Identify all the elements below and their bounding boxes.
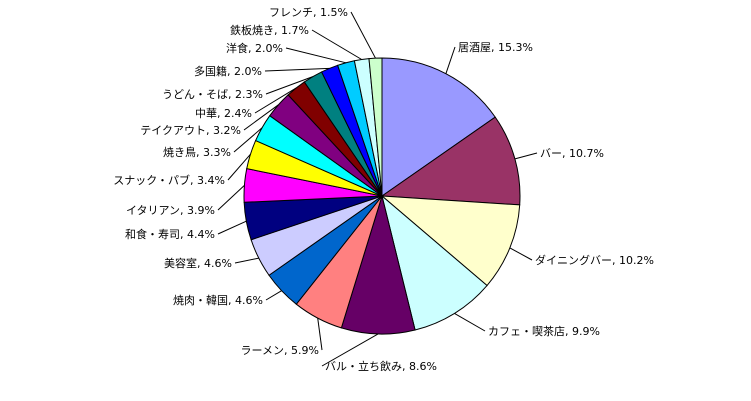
leader-line bbox=[445, 46, 456, 74]
leader-line bbox=[264, 67, 330, 72]
leader-line bbox=[514, 152, 538, 160]
leader-line bbox=[243, 104, 279, 131]
leader-line bbox=[265, 290, 282, 301]
data-label: 焼肉・韓国, 4.6% bbox=[173, 294, 263, 307]
leader-line bbox=[321, 333, 379, 367]
leader-line bbox=[509, 247, 533, 261]
data-label: うどん・そば, 2.3% bbox=[162, 88, 263, 101]
leader-line bbox=[317, 318, 323, 351]
pie-slice bbox=[380, 195, 521, 287]
data-label: フレンチ, 1.5% bbox=[269, 6, 348, 19]
data-label: バー, 10.7% bbox=[540, 147, 604, 160]
leader-line bbox=[265, 76, 313, 95]
data-label: 中華, 2.4% bbox=[195, 107, 252, 120]
data-label: ダイニングバー, 10.2% bbox=[535, 253, 654, 267]
data-label: カフェ・喫茶店, 9.9% bbox=[488, 324, 600, 338]
leader-line bbox=[350, 11, 376, 59]
data-labels: 居酒屋, 15.3% バー, 10.7% ダイニングバー, 10.2% カフェ・喫茶店… bbox=[113, 6, 654, 373]
leader-line bbox=[234, 257, 259, 264]
leader-lines bbox=[217, 11, 538, 367]
leader-line bbox=[454, 312, 486, 332]
pie-slice bbox=[381, 194, 488, 331]
data-label: バル・立ち飲み, 8.6% bbox=[325, 359, 437, 373]
leader-line bbox=[285, 47, 347, 64]
data-label: 洋食, 2.0% bbox=[226, 41, 283, 55]
data-label: 鉄板焼き, 1.7% bbox=[230, 23, 309, 37]
data-label: 和食・寿司, 4.4% bbox=[125, 227, 215, 241]
leader-line bbox=[227, 153, 251, 181]
data-label: 居酒屋, 15.3% bbox=[458, 41, 533, 54]
leader-line bbox=[233, 127, 263, 153]
pie-slices bbox=[243, 57, 521, 335]
leader-line bbox=[217, 220, 247, 235]
data-label: ラーメン, 5.9% bbox=[241, 344, 320, 357]
data-label: スナック・パブ, 3.4% bbox=[113, 173, 225, 187]
data-label: イタリアン, 3.9% bbox=[126, 204, 215, 217]
leader-line bbox=[311, 29, 362, 60]
data-label: 多国籍, 2.0% bbox=[194, 64, 262, 78]
leader-line bbox=[217, 185, 245, 211]
leader-line bbox=[254, 87, 297, 114]
data-label: 焼き鳥, 3.3% bbox=[163, 145, 231, 159]
data-label: 美容室, 4.6% bbox=[164, 256, 232, 270]
data-label: テイクアウト, 3.2% bbox=[140, 124, 241, 137]
